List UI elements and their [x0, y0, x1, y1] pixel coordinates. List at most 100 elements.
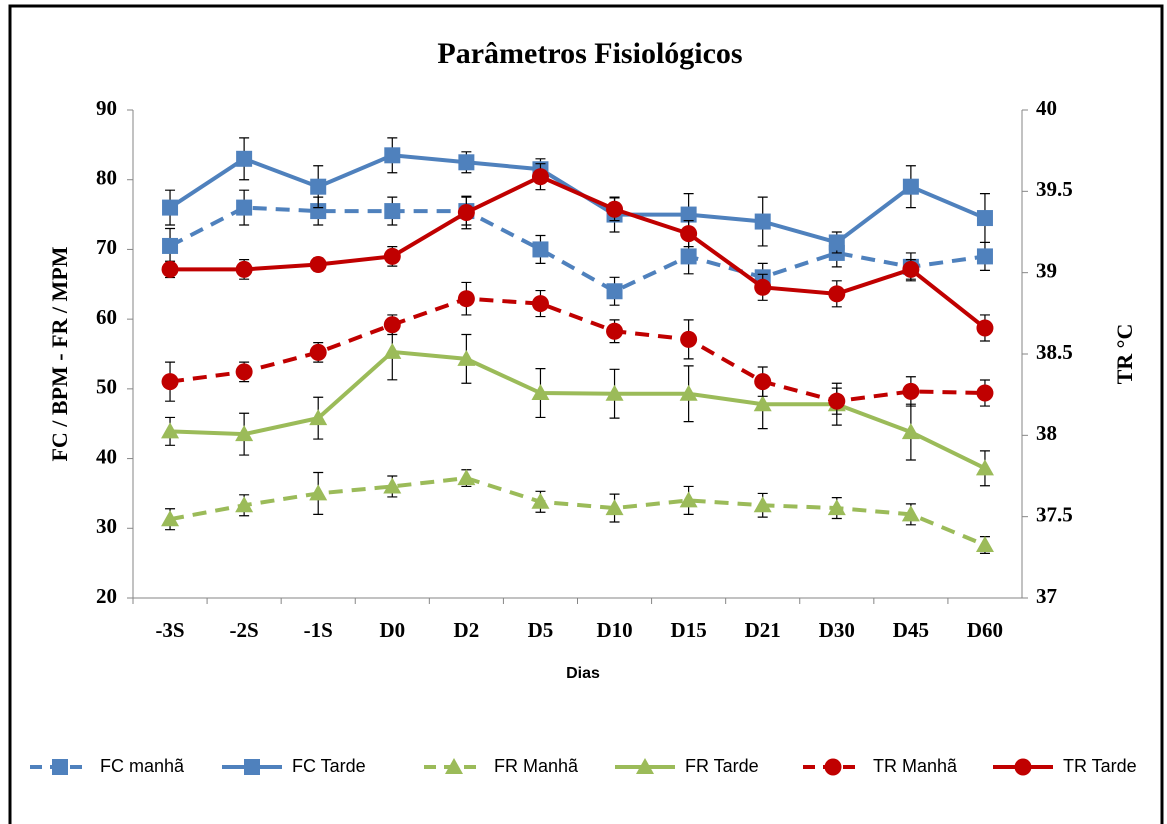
- marker: [235, 363, 253, 381]
- series-line: [170, 174, 987, 330]
- marker: [975, 459, 994, 476]
- legend-label: FR Tarde: [685, 756, 759, 776]
- marker: [827, 499, 846, 516]
- legend-item: FC manhã: [30, 756, 185, 776]
- y2-axis-label: TR °C: [1112, 324, 1137, 385]
- marker: [680, 206, 697, 223]
- x-tick-label: D10: [596, 618, 632, 642]
- y2-tick-label: 37: [1036, 584, 1057, 608]
- y2-tick-label: 40: [1036, 96, 1057, 120]
- marker: [236, 150, 253, 167]
- legend-label: TR Manhã: [873, 756, 958, 776]
- legend-item: TR Tarde: [993, 756, 1137, 776]
- x-tick-label: D45: [893, 618, 929, 642]
- marker: [383, 477, 402, 494]
- marker: [606, 283, 623, 300]
- marker: [235, 260, 253, 278]
- marker: [457, 203, 475, 221]
- marker: [976, 210, 993, 227]
- marker: [162, 199, 179, 216]
- marker: [309, 484, 328, 501]
- marker: [754, 278, 772, 296]
- marker: [902, 260, 920, 278]
- marker: [236, 199, 253, 216]
- marker: [605, 384, 624, 401]
- legend-label: TR Tarde: [1063, 756, 1137, 776]
- marker: [902, 382, 920, 400]
- series-line: [169, 476, 986, 547]
- marker: [976, 384, 994, 402]
- chart-title: Parâmetros Fisiológicos: [437, 37, 742, 70]
- x-tick-label: -1S: [304, 618, 333, 642]
- frame: [8, 4, 1164, 824]
- series-line: [168, 153, 986, 245]
- series-line: [169, 349, 986, 471]
- marker: [309, 256, 327, 274]
- marker: [828, 392, 846, 410]
- y2-tick-label: 39: [1036, 258, 1057, 282]
- marker: [383, 316, 401, 334]
- x-tick-label: D5: [528, 618, 554, 642]
- marker: [753, 395, 772, 412]
- marker: [384, 203, 401, 220]
- y-tick-label: 50: [96, 375, 117, 399]
- x-tick-label: D15: [671, 618, 707, 642]
- legend-label: FC manhã: [100, 756, 185, 776]
- marker: [457, 290, 475, 308]
- marker: [976, 319, 994, 337]
- x-tick-label: -2S: [230, 618, 259, 642]
- legend-label: FR Manhã: [494, 756, 579, 776]
- marker: [902, 178, 919, 195]
- y-tick-label: 20: [96, 584, 117, 608]
- marker: [457, 349, 476, 366]
- series-line: [169, 296, 986, 404]
- x-tick-label: -3S: [155, 618, 184, 642]
- marker: [606, 322, 624, 340]
- x-tick-label: D0: [379, 618, 405, 642]
- marker: [532, 241, 549, 258]
- marker: [309, 409, 328, 426]
- x-axis-label: Dias: [566, 665, 600, 682]
- y2-tick-label: 38.5: [1036, 340, 1073, 364]
- y-tick-label: 70: [96, 235, 117, 259]
- marker: [531, 295, 549, 313]
- marker: [606, 200, 624, 218]
- series-line: [169, 205, 986, 294]
- y-tick-label: 80: [96, 166, 117, 190]
- y-axis-label: FC / BPM - FR / MPM: [47, 246, 72, 461]
- marker: [754, 373, 772, 391]
- marker: [679, 491, 698, 508]
- marker: [161, 510, 180, 527]
- marker: [309, 343, 327, 361]
- marker: [162, 237, 179, 254]
- marker: [828, 285, 846, 303]
- marker: [445, 758, 463, 774]
- marker: [680, 225, 698, 243]
- y-tick-label: 30: [96, 514, 117, 538]
- legend-item: FR Tarde: [615, 756, 759, 776]
- legend-item: TR Manhã: [803, 756, 958, 776]
- x-tick-label: D2: [454, 618, 480, 642]
- marker: [310, 178, 327, 195]
- marker: [161, 260, 179, 278]
- legend-item: FC Tarde: [222, 756, 366, 776]
- x-tick-label: D30: [819, 618, 855, 642]
- marker: [244, 759, 260, 775]
- x-tick-label: D60: [967, 618, 1003, 642]
- marker: [235, 425, 254, 442]
- marker: [901, 423, 920, 440]
- marker: [754, 213, 771, 230]
- marker: [753, 496, 772, 513]
- marker: [901, 505, 920, 522]
- marker: [384, 147, 401, 164]
- y2-tick-label: 38: [1036, 421, 1057, 445]
- marker: [531, 492, 550, 509]
- marker: [161, 422, 180, 439]
- marker: [458, 154, 475, 171]
- legend-item: FR Manhã: [424, 756, 579, 776]
- legend-label: FC Tarde: [292, 756, 366, 776]
- marker: [457, 469, 476, 486]
- x-tick-label: D21: [745, 618, 781, 642]
- marker: [161, 373, 179, 391]
- marker: [824, 758, 842, 776]
